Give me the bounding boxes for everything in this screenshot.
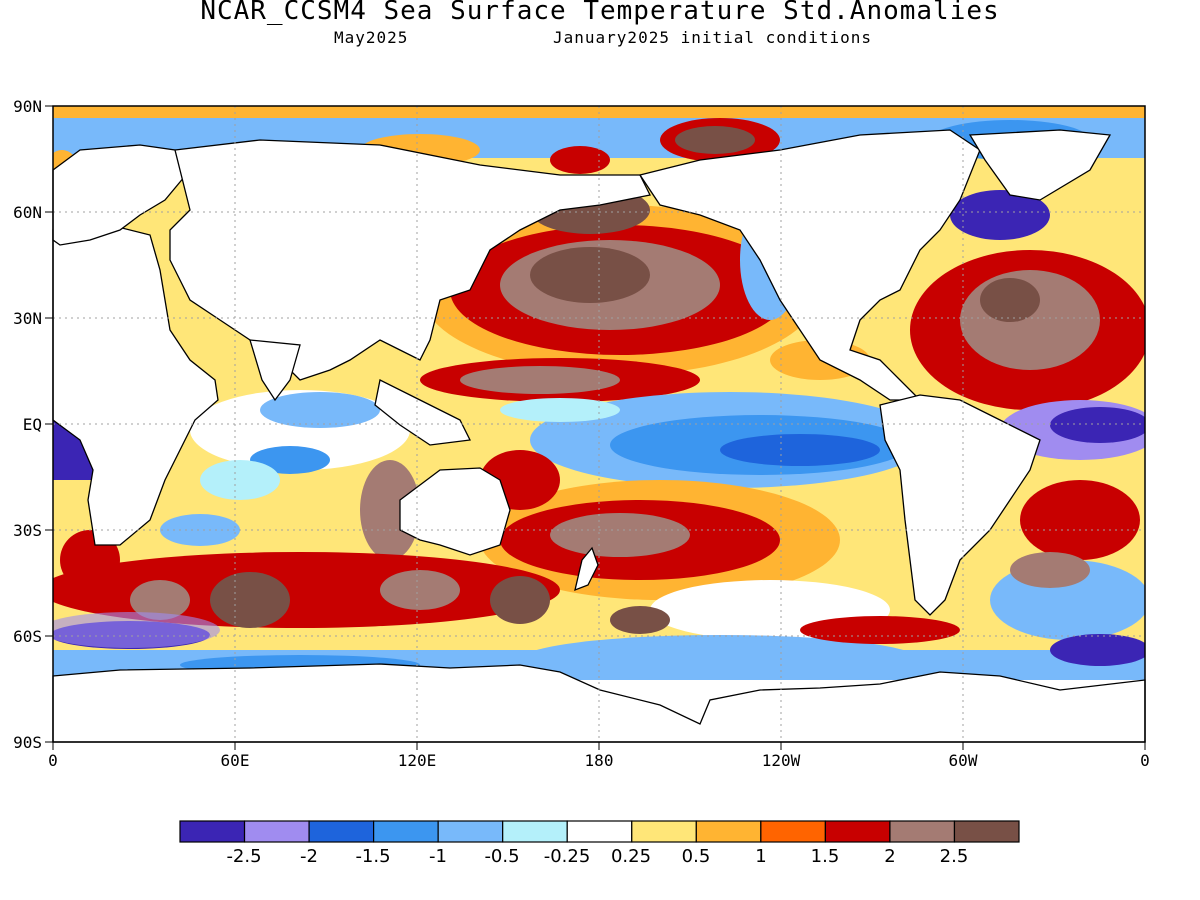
y-tick-label: EQ — [23, 415, 42, 434]
forecast-month: May2025 — [334, 28, 409, 47]
colorbar-label: -2.5 — [226, 846, 262, 867]
colorbar-label: -0.25 — [543, 846, 591, 867]
africa — [52, 224, 219, 546]
antarctica — [52, 663, 1146, 743]
asia — [169, 139, 651, 381]
colorbar-swatch — [502, 820, 568, 843]
new-zealand — [574, 546, 599, 592]
initial-conditions-label: January2025 initial conditions — [553, 28, 872, 47]
x-tick-label: 0 — [1140, 751, 1150, 770]
colorbar — [179, 820, 1020, 843]
europe — [52, 144, 191, 246]
colorbar-swatch — [631, 820, 697, 843]
colorbar-swatch — [824, 820, 891, 843]
south-america — [879, 394, 1041, 616]
map-title: NCAR_CCSM4 Sea Surface Temperature Std.A… — [200, 0, 1000, 26]
colorbar-label: -0.5 — [484, 846, 520, 867]
x-tick-label: 0 — [48, 751, 58, 770]
colorbar-label: 0.5 — [681, 846, 711, 867]
colorbar-swatch — [308, 820, 375, 843]
colorbar-label: -1.5 — [355, 846, 391, 867]
y-tick-label: 90N — [13, 97, 42, 116]
north-america — [638, 129, 981, 401]
greenland — [968, 129, 1112, 201]
colorbar-swatch — [760, 820, 826, 843]
x-tick-label: 120E — [398, 751, 437, 770]
india — [249, 339, 301, 402]
colorbar-label: 2 — [884, 846, 896, 867]
colorbar-swatch — [373, 820, 439, 843]
colorbar-label: 0.25 — [610, 846, 652, 867]
y-tick-label: 90S — [13, 733, 42, 752]
x-tick-label: 60W — [949, 751, 978, 770]
x-tick-label: 180 — [585, 751, 614, 770]
y-tick-label: 60N — [13, 203, 42, 222]
colorbar-label: 2.5 — [939, 846, 969, 867]
colorbar-swatch — [179, 820, 246, 843]
maritime-continent — [374, 379, 471, 446]
x-tick-label: 120W — [762, 751, 801, 770]
colorbar-label: 1.5 — [810, 846, 840, 867]
colorbar-swatch — [889, 820, 956, 843]
australia — [399, 467, 511, 556]
colorbar-swatch — [566, 820, 633, 843]
y-tick-label: 60S — [13, 627, 42, 646]
colorbar-swatch — [437, 820, 504, 843]
colorbar-swatch — [953, 820, 1020, 843]
colorbar-swatch — [695, 820, 762, 843]
land-masses — [52, 129, 1146, 743]
colorbar-label: -1 — [429, 846, 447, 867]
x-tick-label: 60E — [221, 751, 250, 770]
colorbar-swatch — [243, 820, 310, 843]
colorbar-label: 1 — [755, 846, 767, 867]
axis-ticks — [45, 105, 1146, 750]
colorbar-label: -2 — [300, 846, 318, 867]
y-tick-label: 30N — [13, 309, 42, 328]
y-tick-label: 30S — [13, 521, 42, 540]
grid-lines — [53, 106, 1145, 742]
